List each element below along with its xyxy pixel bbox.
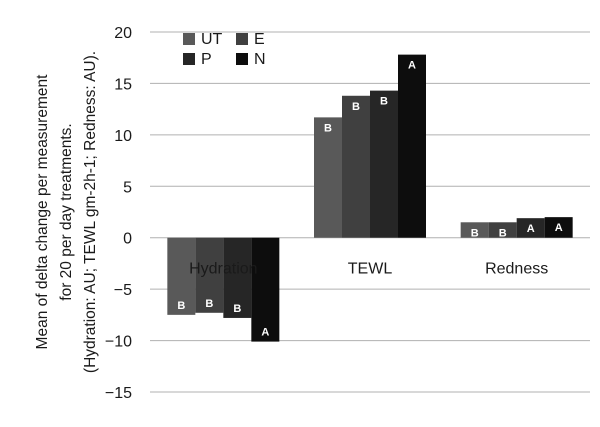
data-label: B	[352, 101, 360, 113]
bar	[314, 117, 342, 238]
legend-swatch	[236, 53, 248, 65]
y-axis-label-line: (Hydration: AU; TEWL gm-2h-1; Redness: A…	[82, 51, 99, 373]
legend: UT E P N	[183, 31, 266, 68]
bar	[460, 222, 489, 238]
data-label: B	[205, 298, 213, 310]
legend-label: N	[254, 51, 266, 68]
legend-label: E	[254, 31, 265, 48]
y-axis-label-line: Mean of delta change per measurement	[34, 74, 51, 350]
bar	[488, 222, 517, 238]
bars	[167, 54, 573, 342]
bar	[251, 237, 280, 342]
legend-swatch	[183, 33, 195, 45]
y-tick-label: −15	[105, 385, 132, 402]
y-tick-label: 15	[114, 76, 132, 93]
data-label: B	[324, 122, 332, 134]
data-label: A	[527, 223, 535, 235]
bar	[398, 54, 426, 238]
y-tick-label: 5	[123, 179, 132, 196]
y-tick-labels: 20 15 10 5 0 −5 −10 −15	[105, 25, 132, 402]
bar	[195, 237, 224, 313]
y-tick-label: −5	[114, 282, 132, 299]
y-tick-label: −10	[105, 334, 132, 351]
legend-label: UT	[201, 31, 223, 48]
category-label: TEWL	[348, 261, 393, 278]
legend-label: P	[201, 51, 212, 68]
data-label: A	[555, 222, 563, 234]
bar	[167, 237, 196, 315]
data-label: B	[471, 227, 479, 239]
category-labels: Hydration TEWL Redness	[189, 261, 548, 278]
bar	[516, 218, 545, 238]
bar	[342, 95, 370, 238]
y-axis-label-line: for 20 per day treatments.	[58, 123, 75, 300]
category-label: Redness	[485, 261, 548, 278]
data-label: B	[177, 300, 185, 312]
legend-swatch	[183, 53, 195, 65]
legend-swatch	[236, 33, 248, 45]
y-tick-label: 20	[114, 25, 132, 42]
y-tick-label: 10	[114, 128, 132, 145]
data-labels: B B B A B B B A B B A A	[177, 60, 562, 339]
data-label: B	[380, 96, 388, 108]
data-label: B	[233, 303, 241, 315]
bar	[223, 237, 252, 318]
data-label: A	[408, 60, 416, 72]
bar	[370, 90, 398, 238]
bar	[544, 217, 573, 238]
y-tick-label: 0	[123, 231, 132, 248]
y-axis-label: Mean of delta change per measurement for …	[34, 51, 99, 373]
category-label: Hydration	[189, 261, 257, 278]
data-label: A	[261, 327, 269, 339]
data-label: B	[499, 227, 507, 239]
